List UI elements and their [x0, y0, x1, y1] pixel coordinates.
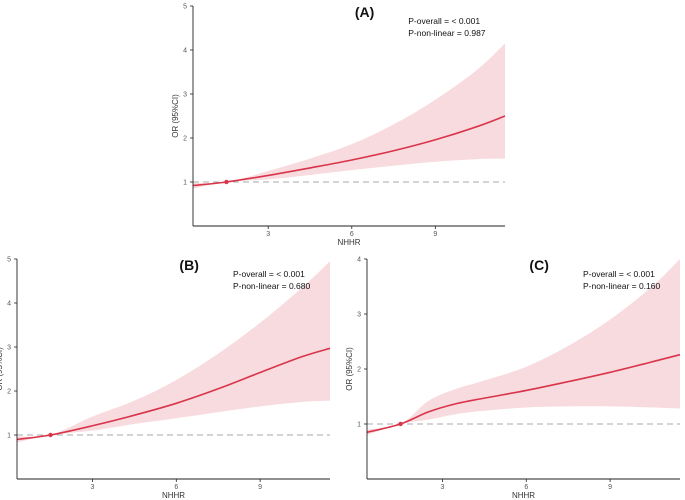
y-tick-label: 1 [357, 422, 361, 429]
x-tick-label: 6 [350, 231, 354, 238]
annotation-a-1: P-overall = < 0.001 [408, 16, 480, 26]
x-tick-label: 9 [258, 484, 262, 491]
y-tick-label: 2 [357, 367, 361, 374]
y-tick-label: 2 [7, 389, 11, 396]
panel-label-a: (A) [355, 4, 374, 20]
panel-label-c: (C) [529, 257, 548, 273]
x-tick-label: 9 [433, 231, 437, 238]
or-curve-c [366, 353, 681, 434]
panel-c: 1 2 3 4 3 6 9 NHHR OR (95%CI) (C) P-overall = < 0.… [345, 257, 681, 500]
ci-band-c [367, 259, 680, 435]
annotation-c-2: P-non-linear = 0.160 [583, 281, 661, 291]
or-curve-a [192, 115, 506, 187]
panel-label-b: (B) [179, 257, 198, 273]
ci-band-a [193, 43, 505, 189]
x-tick-label: 6 [524, 484, 528, 491]
y-tick-label: 1 [7, 433, 11, 440]
x-axis-title-b: NHHR [162, 491, 185, 500]
annotation-b-1: P-overall = < 0.001 [233, 269, 305, 279]
x-axis-title-a: NHHR [337, 238, 360, 247]
x-tick-label: 3 [91, 484, 95, 491]
y-tick-label: 3 [7, 345, 11, 352]
panel-a: 1 2 3 4 5 3 6 9 NHHR OR (95%CI) (A) P-overall = < 0… [171, 4, 506, 247]
or-curve-b [16, 347, 331, 441]
annotation-c-1: P-overall = < 0.001 [583, 269, 655, 279]
annotation-a-2: P-non-linear = 0.987 [408, 28, 486, 38]
x-tick-label: 3 [441, 484, 445, 491]
y-tick-label: 3 [183, 92, 187, 99]
x-tick-label: 9 [608, 484, 612, 491]
y-tick-label: 5 [183, 4, 187, 11]
y-axis-title-c: OR (95%CI) [345, 347, 354, 391]
y-tick-label: 4 [183, 48, 187, 55]
panel-b: 1 2 3 4 5 3 6 9 NHHR OR (95%CI) (B) P-overall = < 0… [0, 257, 331, 500]
reference-point-a [224, 179, 229, 185]
x-tick-label: 6 [174, 484, 178, 491]
x-tick-label: 3 [266, 231, 270, 238]
reference-point-c [398, 421, 403, 427]
y-tick-label: 4 [357, 257, 361, 264]
y-tick-label: 2 [183, 136, 187, 143]
annotation-b-2: P-non-linear = 0.680 [233, 281, 311, 291]
ci-band-b [17, 261, 330, 443]
reference-point-b [48, 432, 53, 438]
y-tick-label: 4 [7, 301, 11, 308]
y-axis-title-b: OR (95%CI) [0, 347, 4, 391]
y-tick-label: 3 [357, 312, 361, 319]
y-axis-title-a: OR (95%CI) [171, 94, 180, 138]
y-tick-label: 5 [7, 257, 11, 264]
x-axis-title-c: NHHR [512, 491, 535, 500]
y-tick-label: 1 [183, 180, 187, 187]
